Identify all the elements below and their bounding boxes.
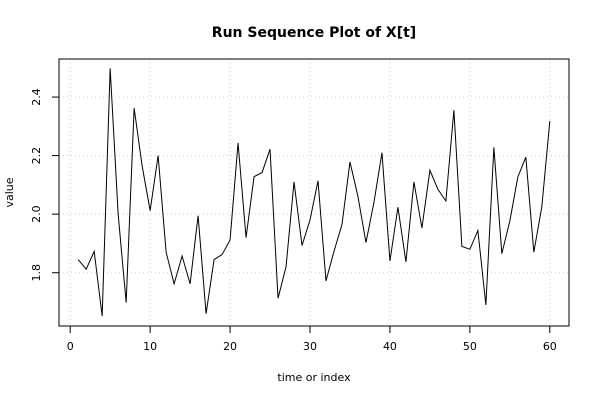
x-tick-label-6: 60 — [543, 340, 557, 353]
x-tick-label-5: 50 — [463, 340, 477, 353]
y-axis-label: value — [3, 177, 16, 207]
series — [77, 68, 551, 317]
y-tick-label-2: 2.2 — [30, 147, 43, 165]
x-axis-label: time or index — [277, 371, 351, 384]
grid — [59, 59, 569, 326]
y-axis: 1.8 2.0 2.2 2.4 — [30, 88, 60, 282]
x-axis: 0 10 20 30 40 50 60 — [67, 325, 557, 353]
y-tick-label-0: 1.8 — [30, 264, 43, 282]
series-line — [77, 68, 551, 317]
x-tick-label-4: 40 — [383, 340, 397, 353]
y-tick-label-3: 2.4 — [30, 88, 43, 106]
x-tick-label-1: 10 — [143, 340, 157, 353]
chart-title: Run Sequence Plot of X[t] — [212, 25, 416, 41]
x-tick-label-3: 30 — [303, 340, 317, 353]
y-tick-label-1: 2.0 — [30, 205, 43, 223]
plot-frame — [58, 58, 570, 327]
x-tick-label-2: 20 — [223, 340, 237, 353]
x-tick-label-0: 0 — [67, 340, 74, 353]
